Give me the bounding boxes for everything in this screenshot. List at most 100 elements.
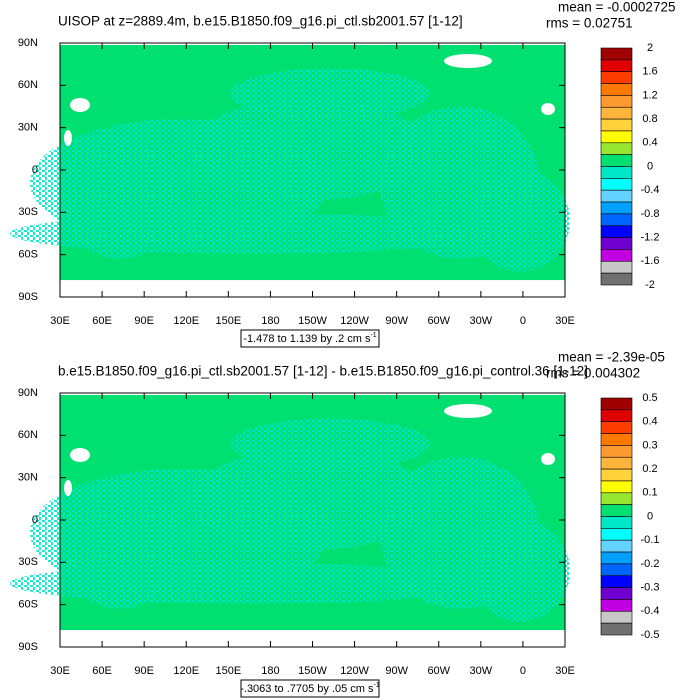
ocean-pattern [470, 170, 570, 272]
x-tick-label: 30W [470, 315, 493, 327]
colorbar-box [600, 575, 633, 588]
colorbar-box [600, 47, 633, 61]
colorbar-box [600, 71, 633, 84]
x-tick-label: 90W [385, 665, 408, 677]
ocean-pattern [60, 131, 180, 259]
x-tick-label: 0 [520, 315, 526, 327]
x-tick-label: 30W [470, 665, 493, 677]
colorbar-box [600, 225, 633, 238]
colorbar-box [600, 201, 633, 215]
y-tick-label: 0 [32, 514, 38, 526]
range-exponent: -1 [374, 682, 380, 689]
colorbar-box [600, 563, 633, 577]
land-mask [70, 448, 90, 462]
y-tick-label: 30N [18, 122, 38, 134]
colorbar-label: 0.1 [642, 487, 657, 499]
colorbar-box [600, 154, 633, 167]
colorbar-box [600, 59, 633, 72]
y-tick-label: 90S [18, 291, 38, 303]
colorbar-box [600, 551, 633, 565]
x-tick-label: 150W [298, 665, 327, 677]
panel: b.e15.B1850.f09_g16.pi_ctl.sb2001.57 [1-… [10, 350, 665, 698]
colorbar-label: -0.4 [641, 605, 660, 617]
colorbar-box [600, 421, 633, 434]
y-tick-label: 90S [18, 641, 38, 653]
x-tick-label: 60E [92, 315, 112, 327]
colorbar-box [600, 456, 633, 470]
range-exponent: -1 [370, 332, 376, 339]
colorbar-box [600, 528, 633, 541]
colorbar-box [600, 213, 633, 227]
range-box [240, 329, 380, 348]
rms-label: rms = 0.004302 [546, 366, 640, 381]
x-tick-label: 120W [340, 315, 369, 327]
colorbar-box [600, 599, 633, 612]
colorbar-box [600, 95, 633, 108]
colorbar-label: -1.2 [641, 232, 660, 244]
colorbar-label: 0 [647, 510, 653, 522]
colorbar-box [600, 610, 633, 624]
colorbar-label: -0.8 [641, 208, 660, 220]
colorbar-label: 0.3 [642, 439, 657, 451]
range-label: -1.478 to 1.139 by .2 cm s-1 [243, 332, 377, 345]
y-tick-label: 60N [18, 429, 38, 441]
title: UISOP at z=2889.4m, b.e15.B1850.f09_g16.… [58, 14, 463, 29]
x-tick-label: 30E [50, 665, 70, 677]
ocean-pattern [230, 68, 430, 120]
colorbar-label: 0 [647, 160, 653, 172]
panel: UISOP at z=2889.4m, b.e15.B1850.f09_g16.… [10, 0, 675, 348]
colorbar-box [600, 480, 633, 494]
range-text: -.3063 to .7705 by .05 cm s [240, 683, 374, 695]
colorbar-box [600, 622, 633, 636]
colorbar-box [600, 189, 633, 203]
x-tick-label: 150W [298, 315, 327, 327]
x-tick-label: 30E [555, 665, 575, 677]
x-tick-label: 90E [134, 315, 154, 327]
x-tick-label: 90W [385, 315, 408, 327]
colorbar-box [600, 433, 633, 446]
colorbar-box [600, 492, 633, 505]
land-mask [444, 54, 492, 68]
colorbar-box [600, 118, 633, 132]
colorbar-box [600, 272, 633, 286]
x-tick-label: 120E [173, 665, 199, 677]
land-mask [64, 480, 72, 496]
colorbar-box [600, 587, 633, 600]
y-tick-label: 60S [18, 249, 38, 261]
y-tick-label: 90N [18, 37, 38, 49]
x-tick-label: 180 [261, 315, 279, 327]
colorbar-box [600, 409, 633, 423]
ocean-pattern [470, 520, 570, 622]
land-mask [541, 453, 555, 465]
colorbar-label: -0.4 [641, 184, 660, 196]
colorbar-label: 0.4 [642, 416, 657, 428]
y-tick-label: 60N [18, 79, 38, 91]
land-mask [541, 103, 555, 115]
colorbar-box [600, 397, 633, 411]
colorbar-label: 0.2 [642, 463, 657, 475]
colorbar-label: 0.8 [642, 113, 657, 125]
land-mask [444, 404, 492, 418]
title: b.e15.B1850.f09_g16.pi_ctl.sb2001.57 [1-… [58, 364, 588, 379]
x-tick-label: 120E [173, 315, 199, 327]
colorbar-label: 1.6 [642, 66, 657, 78]
mean-label: mean = -2.39e-05 [558, 350, 665, 365]
x-tick-label: 0 [520, 665, 526, 677]
colorbar-label: -0.5 [641, 629, 660, 641]
y-tick-label: 0 [32, 164, 38, 176]
range-box [240, 679, 380, 698]
colorbar-box [600, 106, 633, 120]
colorbar-box [600, 178, 633, 191]
colorbar-box [600, 504, 633, 517]
ocean-pattern [230, 418, 430, 470]
colorbar-box [600, 445, 633, 458]
colorbar-box [600, 166, 633, 179]
x-tick-label: 150E [215, 315, 241, 327]
x-tick-label: 60W [427, 665, 450, 677]
colorbar-box [600, 516, 633, 529]
range-text: -1.478 to 1.139 by .2 cm s [243, 333, 371, 345]
x-tick-label: 150E [215, 665, 241, 677]
colorbar-box [600, 83, 633, 96]
colorbar-label: -0.3 [641, 582, 660, 594]
